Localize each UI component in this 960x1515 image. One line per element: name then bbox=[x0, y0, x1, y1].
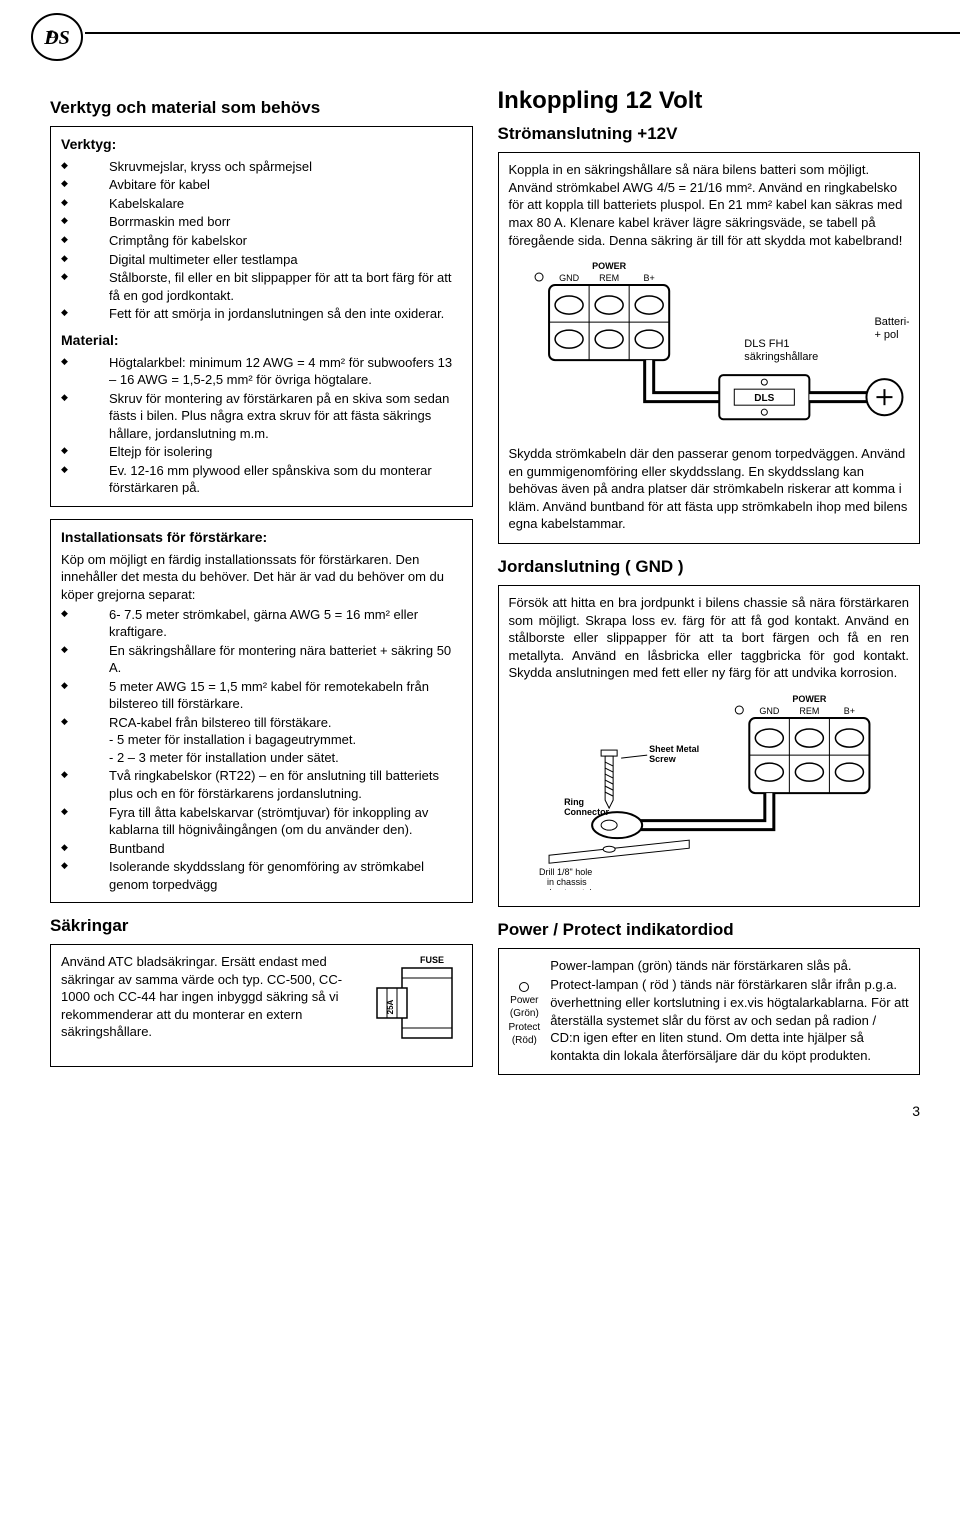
strom-subtitle: Strömanslutning +12V bbox=[498, 123, 921, 146]
led-labels: Power (Grön) Protect (Röd) bbox=[509, 957, 541, 1048]
indicator-text: Protect-lampan ( röd ) tänds när förstär… bbox=[550, 976, 909, 1064]
svg-text:DS: DS bbox=[43, 27, 70, 49]
svg-text:Batteri-: Batteri- bbox=[874, 316, 909, 328]
install-list: 6- 7.5 meter strömkabel, gärna AWG 5 = 1… bbox=[61, 606, 462, 894]
inkoppling-title: Inkoppling 12 Volt bbox=[498, 85, 921, 117]
gnd-text: Försök att hitta en bra jordpunkt i bile… bbox=[509, 594, 910, 682]
fuse-label: FUSE bbox=[419, 955, 443, 965]
svg-text:B+: B+ bbox=[643, 273, 654, 283]
list-item: RCA-kabel från bilstereo till förstäkare… bbox=[61, 714, 462, 767]
list-item: Borrmaskin med borr bbox=[61, 213, 462, 231]
svg-text:sheet metal: sheet metal bbox=[545, 887, 592, 890]
svg-text:Sheet Metal: Sheet Metal bbox=[649, 744, 699, 754]
dls-logo: DS L bbox=[30, 10, 85, 65]
svg-text:REM: REM bbox=[599, 273, 619, 283]
list-item: Kabelskalare bbox=[61, 195, 462, 213]
list-item: Buntband bbox=[61, 840, 462, 858]
fuse-diagram: FUSE 25A bbox=[372, 953, 462, 1058]
verktyg-list: Skruvmejslar, kryss och spårmejsel Avbit… bbox=[61, 158, 462, 323]
list-item: 6- 7.5 meter strömkabel, gärna AWG 5 = 1… bbox=[61, 606, 462, 641]
sakringar-title: Säkringar bbox=[50, 915, 473, 938]
svg-text:REM: REM bbox=[799, 706, 819, 716]
right-column: Inkoppling 12 Volt Strömanslutning +12V … bbox=[498, 85, 921, 1087]
svg-text:POWER: POWER bbox=[792, 694, 827, 704]
led-protect: Protect bbox=[509, 1021, 541, 1035]
material-list: Högtalarkbel: minimum 12 AWG = 4 mm² för… bbox=[61, 354, 462, 497]
left-column: Verktyg och material som behövs Verktyg:… bbox=[50, 85, 473, 1087]
list-item: Två ringkabelskor (RT22) – en för anslut… bbox=[61, 767, 462, 802]
header-rule bbox=[80, 32, 960, 34]
indicator-title: Power / Protect indikatordiod bbox=[498, 919, 921, 942]
material-label: Material: bbox=[61, 331, 462, 350]
svg-text:Connector: Connector bbox=[564, 807, 609, 817]
svg-text:in chassis: in chassis bbox=[547, 877, 587, 887]
svg-text:GND: GND bbox=[559, 273, 580, 283]
svg-text:B+: B+ bbox=[843, 706, 854, 716]
strom-box: Koppla in en säkringshållare så nära bil… bbox=[498, 152, 921, 544]
list-item: Eltejp för isolering bbox=[61, 443, 462, 461]
led-power: Power bbox=[509, 994, 541, 1008]
svg-text:Ring: Ring bbox=[564, 797, 584, 807]
list-item: Fyra till åtta kabelskarvar (strömtjuvar… bbox=[61, 804, 462, 839]
power-diagram: POWER GND REM B+ bbox=[509, 257, 910, 437]
strom-text: Koppla in en säkringshållare så nära bil… bbox=[509, 161, 910, 249]
svg-text:DLS FH1: DLS FH1 bbox=[744, 338, 789, 350]
list-item: 5 meter AWG 15 = 1,5 mm² kabel för remot… bbox=[61, 678, 462, 713]
list-item: Högtalarkbel: minimum 12 AWG = 4 mm² för… bbox=[61, 354, 462, 389]
verktyg-box: Verktyg: Skruvmejslar, kryss och spårmej… bbox=[50, 126, 473, 507]
list-item: Digital multimeter eller testlampa bbox=[61, 251, 462, 269]
list-item: Fett för att smörja in jordanslutningen … bbox=[61, 305, 462, 323]
verktyg-label: Verktyg: bbox=[61, 135, 462, 154]
sakringar-box: Använd ATC bladsäkringar. Ersätt endast … bbox=[50, 944, 473, 1067]
svg-text:DLS: DLS bbox=[754, 393, 774, 404]
svg-text:25A: 25A bbox=[386, 1000, 395, 1015]
strom-text2: Skydda strömkabeln där den passerar geno… bbox=[509, 445, 910, 533]
list-item: En säkringshållare för montering nära ba… bbox=[61, 642, 462, 677]
gnd-title: Jordanslutning ( GND ) bbox=[498, 556, 921, 579]
list-item: Crimptång för kabelskor bbox=[61, 232, 462, 250]
svg-text:POWER: POWER bbox=[592, 261, 627, 271]
list-item: Isolerande skyddsslang för genomföring a… bbox=[61, 858, 462, 893]
led-green: (Grön) bbox=[509, 1007, 541, 1021]
page-header: DS L bbox=[50, 20, 920, 70]
install-intro: Köp om möjligt en färdig installationssa… bbox=[61, 551, 462, 604]
svg-text:säkringshållare: säkringshållare bbox=[744, 351, 818, 363]
list-item: Stålborste, fil eller en bit slippapper … bbox=[61, 269, 462, 304]
sakringar-text: Använd ATC bladsäkringar. Ersätt endast … bbox=[61, 953, 362, 1041]
list-item: Skruv för montering av förstärkaren på e… bbox=[61, 390, 462, 443]
gnd-diagram: POWER GND REM B+ bbox=[509, 690, 910, 890]
list-item: Skruvmejslar, kryss och spårmejsel bbox=[61, 158, 462, 176]
install-box: Installationsats för förstärkare: Köp om… bbox=[50, 519, 473, 903]
tools-title: Verktyg och material som behövs bbox=[50, 97, 473, 120]
indicator-intro: Power-lampan (grön) tänds när förstärkar… bbox=[550, 957, 909, 975]
svg-text:+ pol: + pol bbox=[874, 329, 898, 341]
list-item: Ev. 12-16 mm plywood eller spånskiva som… bbox=[61, 462, 462, 497]
list-item: Avbitare för kabel bbox=[61, 176, 462, 194]
page-number: 3 bbox=[50, 1102, 920, 1121]
gnd-box: Försök att hitta en bra jordpunkt i bile… bbox=[498, 585, 921, 907]
svg-text:L: L bbox=[47, 27, 55, 41]
install-label: Installationsats för förstärkare: bbox=[61, 528, 462, 547]
indicator-box: Power (Grön) Protect (Röd) Power-lampan … bbox=[498, 948, 921, 1075]
svg-text:Screw: Screw bbox=[649, 754, 677, 764]
power-led-icon bbox=[519, 982, 529, 992]
svg-text:Drill 1/8" hole: Drill 1/8" hole bbox=[539, 867, 592, 877]
svg-text:GND: GND bbox=[759, 706, 779, 716]
led-red: (Röd) bbox=[509, 1034, 541, 1048]
